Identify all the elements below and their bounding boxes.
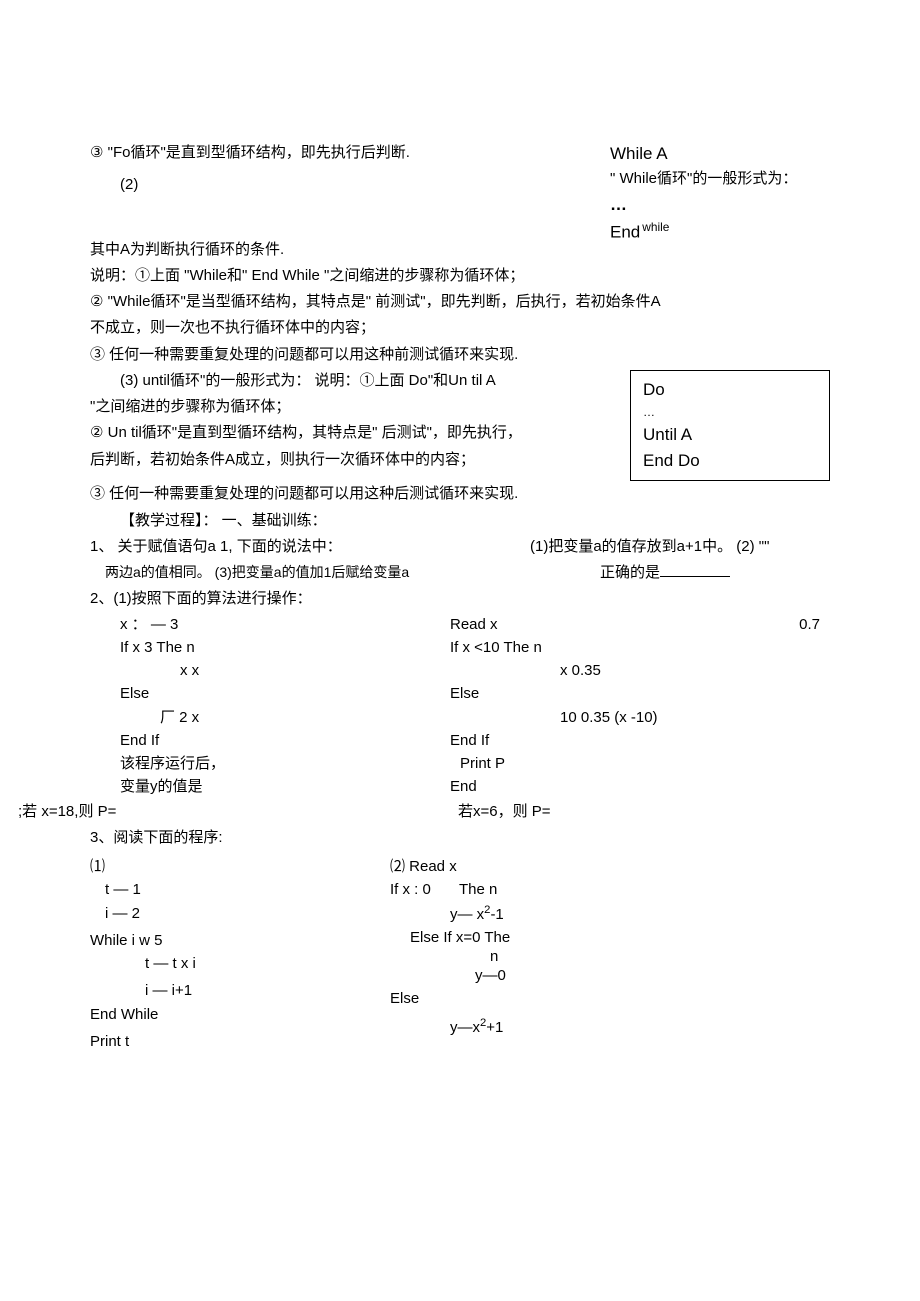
box-do: Do bbox=[643, 377, 817, 403]
p1-marker: ⑴ bbox=[90, 855, 390, 878]
para-until-3b: 后判断，若初始条件A成立，则执行一次循环体中的内容； bbox=[90, 447, 610, 473]
para-note2a: ② "While循环"是当型循环结构，其特点是" 前测试"，即先判断，后执行，若… bbox=[90, 289, 830, 315]
p2-p1: +1 bbox=[486, 1019, 503, 1036]
p2-l4: y—0 bbox=[390, 964, 830, 987]
para-until-4: ③ 任何一种需要重复处理的问题都可以用这种后测试循环来实现. bbox=[90, 481, 830, 507]
c1-l5: 厂 2 x bbox=[120, 706, 450, 729]
c1-l6: End If bbox=[120, 729, 450, 752]
para-fo-loop: ③ "Fo循环"是直到型循环结构，即先执行后判断. bbox=[90, 140, 610, 166]
q3-code-columns: ⑴ t — 1 i — 2 While i w 5 t — t x i i — … bbox=[90, 855, 830, 1053]
c1-l2: If x 3 The n bbox=[120, 636, 450, 659]
p1-l3: While i w 5 bbox=[90, 929, 390, 952]
c2-07: 0.7 bbox=[799, 613, 830, 636]
c1-l7: 该程序运行后， bbox=[120, 752, 450, 775]
para-teaching: 【教学过程】： 一、基础训练： bbox=[90, 508, 830, 534]
question-1-row2: 两边a的值相同。 (3)把变量a的值加1后赋给变量a 正确的是 bbox=[90, 560, 830, 586]
p2-elseif: Else If x=0 The bbox=[410, 929, 510, 946]
c1-l3: x x bbox=[120, 659, 450, 682]
question-1-row: 1、 关于赋值语句a 1, 下面的说法中： (1)把变量a的值存放到a+1中。 … bbox=[90, 534, 830, 560]
q1-correct-label: 正确的是 bbox=[600, 564, 660, 581]
c2-l5: 10 0.35 (x -10) bbox=[450, 706, 830, 729]
tail-right: 若x=6，则 P= bbox=[458, 799, 551, 825]
q1-right: (1)把变量a的值存放到a+1中。 (2) "" bbox=[530, 534, 830, 560]
p1-l2: i — 2 bbox=[90, 902, 390, 925]
p2-l3: Else If x=0 The bbox=[390, 926, 830, 949]
q2-code-right: Read x 0.7 If x <10 The n x 0.35 Else 10… bbox=[450, 613, 830, 799]
p2-m1: -1 bbox=[490, 906, 503, 923]
para-until-2: "之间缩进的步骤称为循环体； bbox=[90, 394, 610, 420]
q3-code-right: ⑵ Read x If x : 0 The n y— x2-1 Else If … bbox=[390, 855, 830, 1053]
document-page: ③ "Fo循环"是直到型循环结构，即先执行后判断. (2) 其中A为判断执行循环… bbox=[0, 0, 920, 1093]
blank-line bbox=[660, 576, 730, 577]
c2-read-x: Read x bbox=[450, 613, 799, 636]
p2-yx2: y—x bbox=[450, 1019, 480, 1036]
tail-left: ;若 x=18,则 P= bbox=[18, 799, 458, 825]
p2-if: If x : 0 bbox=[390, 881, 431, 898]
q3-code-left: ⑴ t — 1 i — 2 While i w 5 t — t x i i — … bbox=[90, 855, 390, 1053]
p2-l2: y— x2-1 bbox=[390, 902, 830, 926]
q2-tail-row: ;若 x=18,则 P= 若x=6，则 P= bbox=[18, 799, 830, 825]
p1-l6: End While bbox=[90, 1003, 390, 1026]
end-text: End bbox=[610, 223, 640, 242]
p2-l6: y—x2+1 bbox=[390, 1015, 830, 1039]
q1-left: 1、 关于赋值语句a 1, 下面的说法中： bbox=[90, 534, 530, 560]
section-top: ③ "Fo循环"是直到型循环结构，即先执行后判断. (2) 其中A为判断执行循环… bbox=[90, 140, 830, 263]
para-condition-a: 其中A为判断执行循环的条件. bbox=[90, 237, 610, 263]
p1-l4: t — t x i bbox=[90, 952, 390, 975]
question-3-head: 3、阅读下面的程序: bbox=[90, 825, 830, 851]
q1-correct: 正确的是 bbox=[600, 560, 830, 586]
until-left-column: (3) until循环"的一般形式为： 说明：①上面 Do"和Un til A … bbox=[90, 368, 610, 473]
section-until: (3) until循环"的一般形式为： 说明：①上面 Do"和Un til A … bbox=[90, 368, 830, 482]
q2-code-columns: x ： — 3 If x 3 The n x x Else 厂 2 x End … bbox=[90, 613, 830, 799]
p2-marker: ⑵ Read x bbox=[390, 855, 830, 878]
box-end-do: End Do bbox=[643, 448, 817, 474]
c2-l8: End bbox=[450, 775, 830, 798]
para-note2b: 不成立，则一次也不执行循环体中的内容； bbox=[90, 315, 830, 341]
para-until-1: (3) until循环"的一般形式为： 说明：①上面 Do"和Un til A bbox=[90, 368, 610, 394]
question-2-head: 2、(1)按照下面的算法进行操作： bbox=[90, 586, 830, 612]
while-sup: while bbox=[642, 220, 669, 234]
top-right-column: While A " While循环"的一般形式为： … Endwhile bbox=[610, 140, 830, 246]
while-ellipsis: … bbox=[610, 191, 830, 218]
top-left-column: ③ "Fo循环"是直到型循环结构，即先执行后判断. (2) 其中A为判断执行循环… bbox=[90, 140, 610, 263]
c1-l8: 变量y的值是 bbox=[120, 775, 450, 798]
c1-l4: Else bbox=[120, 682, 450, 705]
para-note3: ③ 任何一种需要重复处理的问题都可以用这种前测试循环来实现. bbox=[90, 342, 830, 368]
q1-both-sides: 两边a的值相同。 (3)把变量a的值加1后赋给变量a bbox=[90, 560, 600, 585]
c2-l7: Print P bbox=[450, 752, 830, 775]
until-right-column: Do … Until A End Do bbox=[610, 368, 830, 482]
end-while: Endwhile bbox=[610, 218, 830, 246]
p1-l1: t — 1 bbox=[90, 878, 390, 901]
p2-then: The n bbox=[459, 881, 497, 898]
p1-l7: Print t bbox=[90, 1030, 390, 1053]
p2-yx: y— x bbox=[450, 906, 484, 923]
p2-l3b: n bbox=[390, 949, 830, 964]
c2-l4: Else bbox=[450, 682, 830, 705]
p1-l5: i — i+1 bbox=[90, 979, 390, 1002]
p2-l5: Else bbox=[390, 987, 830, 1010]
c2-l6: End If bbox=[450, 729, 830, 752]
while-a: While A bbox=[610, 140, 830, 167]
para-until-3a: ② Un til循环"是直到型循环结构，其特点是" 后测试"，即先执行， bbox=[90, 420, 610, 446]
box-until-a: Until A bbox=[643, 422, 817, 448]
q2-code-left: x ： — 3 If x 3 The n x x Else 厂 2 x End … bbox=[90, 613, 450, 799]
c2-l2: If x <10 The n bbox=[450, 636, 830, 659]
c1-l1: x ： — 3 bbox=[120, 613, 450, 636]
box-ellipsis: … bbox=[643, 403, 817, 422]
while-form-label: " While循环"的一般形式为： bbox=[610, 167, 830, 191]
c2-l1-row: Read x 0.7 bbox=[450, 613, 830, 636]
c2-l3: x 0.35 bbox=[450, 659, 830, 682]
para-note1: 说明：①上面 "While和" End While "之间缩进的步骤称为循环体； bbox=[90, 263, 830, 289]
para-2-marker: (2) bbox=[90, 172, 610, 198]
p2-l1-row: If x : 0 The n bbox=[390, 878, 830, 901]
do-until-box: Do … Until A End Do bbox=[630, 370, 830, 482]
